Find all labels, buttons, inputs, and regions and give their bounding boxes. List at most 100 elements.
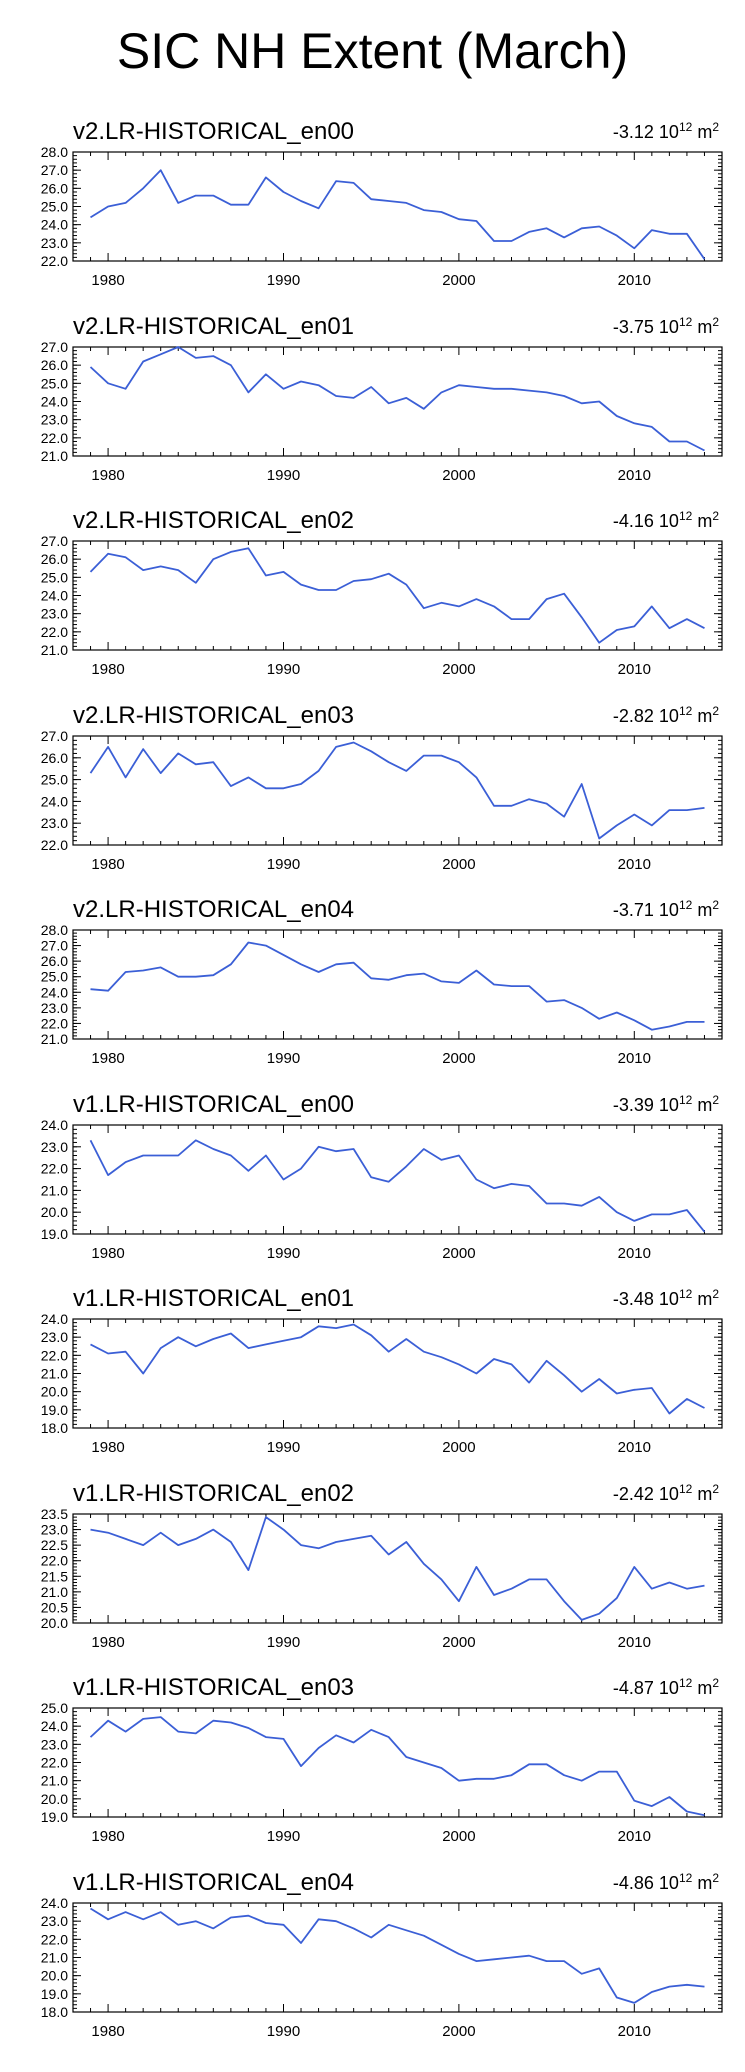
data-point: [282, 1340, 284, 1342]
data-point: [423, 407, 425, 409]
y-tick-label: 21.0: [41, 1583, 68, 1599]
data-point: [318, 769, 320, 771]
y-tick-label: 26.0: [41, 749, 68, 765]
y-tick-label: 24.0: [41, 1895, 68, 1911]
data-point: [125, 556, 127, 558]
y-tick-label: 20.5: [41, 1599, 68, 1615]
data-point: [440, 602, 442, 604]
data-point: [616, 1392, 618, 1394]
data-point: [528, 798, 530, 800]
trend-unit-base: 10: [658, 1872, 679, 1893]
data-point: [458, 1154, 460, 1156]
y-tick-label: 19.0: [41, 1226, 68, 1242]
data-point: [370, 385, 372, 387]
data-point: [107, 745, 109, 747]
x-tick-label: 1980: [91, 272, 124, 289]
data-point: [423, 1562, 425, 1564]
data-point: [563, 593, 565, 595]
data-point: [195, 1920, 197, 1922]
data-point: [651, 1991, 653, 1993]
line-chart: 21.022.023.024.025.026.027.028.0 1980 1990…: [41, 922, 723, 1067]
data-point: [633, 813, 635, 815]
data-point: [511, 618, 513, 620]
y-tick-label: 23.0: [41, 1913, 68, 1929]
data-point: [440, 754, 442, 756]
data-point: [195, 356, 197, 358]
y-tick-label: 20.0: [41, 1204, 68, 1220]
data-point: [458, 1952, 460, 1954]
data-point: [107, 1353, 109, 1355]
y-tick-label: 27.0: [41, 938, 68, 954]
data-point: [616, 1597, 618, 1599]
data-point: [300, 1336, 302, 1338]
trend-unit: m: [697, 705, 713, 726]
data-point: [440, 1767, 442, 1769]
data-point: [475, 1778, 477, 1780]
trend-unit-exponent: 2: [712, 898, 719, 912]
y-tick-label: 23.0: [41, 815, 68, 831]
data-point: [493, 804, 495, 806]
data-point: [142, 187, 144, 189]
data-point: [177, 202, 179, 204]
data-point: [107, 990, 109, 992]
data-point: [668, 1581, 670, 1583]
x-tick-label: 2000: [442, 272, 475, 289]
trend-exponent: 12: [678, 1676, 693, 1690]
data-point: [686, 809, 688, 811]
data-point: [247, 391, 249, 393]
data-point: [616, 1771, 618, 1773]
chart-panel: v2.LR-HISTORICAL_en04 -3.71 1012 m2 21.0 22…: [0, 896, 745, 1086]
trend-unit-exponent: 2: [712, 509, 719, 523]
data-point: [458, 982, 460, 984]
data-point: [598, 1771, 600, 1773]
data-point: [511, 240, 513, 242]
trend-unit-base: 10: [658, 1289, 679, 1309]
data-point: [405, 1756, 407, 1758]
data-point: [616, 1012, 618, 1014]
data-point: [353, 182, 355, 184]
data-point: [388, 200, 390, 202]
data-point: [633, 625, 635, 627]
data-point: [90, 1343, 92, 1345]
data-point: [318, 384, 320, 386]
data-point: [195, 763, 197, 765]
y-tick-label: 24.0: [41, 393, 68, 409]
data-point: [142, 1718, 144, 1720]
x-tick-label: 2010: [618, 1050, 651, 1067]
data-point: [90, 365, 92, 367]
data-point: [230, 204, 232, 206]
data-point: [282, 1923, 284, 1925]
data-point: [90, 216, 92, 218]
data-point: [195, 976, 197, 978]
chart-panel: v1.LR-HISTORICAL_en00 -3.39 1012 m2 19.0 20…: [0, 1091, 745, 1281]
plot-frame: [72, 1512, 723, 1624]
data-point: [388, 1923, 390, 1925]
x-tick-label: 2010: [618, 661, 651, 678]
x-tick-label: 1990: [267, 1050, 300, 1067]
data-point: [546, 1360, 548, 1362]
trend-annotation: -2.82 1012 m2: [613, 704, 719, 727]
data-point: [125, 1731, 127, 1733]
data-point: [493, 1958, 495, 1960]
trend-exponent: 12: [678, 120, 693, 134]
data-point: [405, 1165, 407, 1167]
trend-unit-base: 10: [658, 122, 679, 142]
data-point: [581, 227, 583, 229]
y-tick-label: 22.0: [41, 624, 68, 640]
data-point: [125, 776, 127, 778]
data-point: [142, 969, 144, 971]
data-point: [686, 1811, 688, 1813]
data-point: [318, 589, 320, 591]
data-point: [335, 1150, 337, 1152]
data-point: [160, 353, 162, 355]
data-point: [686, 618, 688, 620]
data-point: [686, 440, 688, 442]
y-tick-label: 23.0: [41, 411, 68, 427]
data-point: [265, 575, 267, 577]
data-point: [265, 373, 267, 375]
data-point: [282, 1178, 284, 1180]
data-point: [230, 963, 232, 965]
data-point: [703, 1021, 705, 1023]
data-point: [405, 584, 407, 586]
data-point: [265, 945, 267, 947]
